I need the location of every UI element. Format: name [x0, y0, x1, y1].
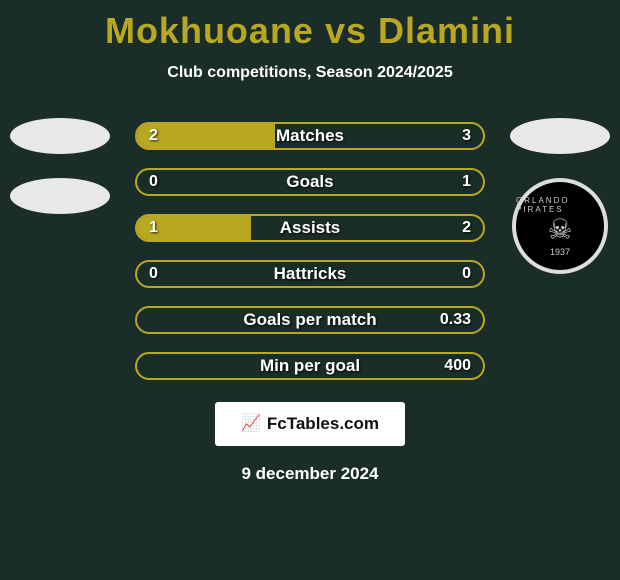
club-badge-year: 1937 [550, 247, 570, 257]
club-logo-placeholder [10, 178, 110, 214]
stat-value-right: 3 [462, 127, 471, 145]
stat-value-left: 0 [149, 265, 158, 283]
player-photo-placeholder [510, 118, 610, 154]
stat-value-left: 0 [149, 173, 158, 191]
chart-icon: 📈 [241, 416, 261, 432]
stat-row: 2 Matches 3 [135, 122, 485, 150]
subtitle: Club competitions, Season 2024/2025 [0, 64, 620, 82]
stat-row: Min per goal 400 [135, 352, 485, 380]
stat-value-right: 400 [444, 357, 471, 375]
stat-label: Goals [286, 172, 333, 192]
fctables-logo: 📈 FcTables.com [215, 402, 405, 446]
page-title: Mokhuoane vs Dlamini [0, 0, 620, 52]
left-player-logos [10, 118, 110, 214]
stat-label: Matches [276, 126, 344, 146]
stat-label: Min per goal [260, 356, 360, 376]
stats-bars: 2 Matches 3 0 Goals 1 1 Assists 2 0 Hatt… [135, 122, 485, 380]
stat-value-right: 2 [462, 219, 471, 237]
date-text: 9 december 2024 [0, 464, 620, 484]
stat-row: 0 Hattricks 0 [135, 260, 485, 288]
stat-label: Hattricks [274, 264, 347, 284]
stat-value-left: 2 [149, 127, 158, 145]
player-photo-placeholder [10, 118, 110, 154]
stat-value-right: 1 [462, 173, 471, 191]
club-badge-text: ORLANDO PIRATES [516, 196, 604, 214]
stat-value-left: 1 [149, 219, 158, 237]
club-badge-pirates: ORLANDO PIRATES ☠ 1937 [512, 178, 608, 274]
stat-value-right: 0.33 [440, 311, 471, 329]
stat-row: Goals per match 0.33 [135, 306, 485, 334]
fctables-text: FcTables.com [267, 414, 379, 434]
stat-label: Goals per match [243, 310, 376, 330]
skull-crossbones-icon: ☠ [547, 216, 572, 244]
stat-row: 0 Goals 1 [135, 168, 485, 196]
stat-label: Assists [280, 218, 340, 238]
stat-row: 1 Assists 2 [135, 214, 485, 242]
right-player-logos: ORLANDO PIRATES ☠ 1937 [510, 118, 610, 274]
stat-value-right: 0 [462, 265, 471, 283]
